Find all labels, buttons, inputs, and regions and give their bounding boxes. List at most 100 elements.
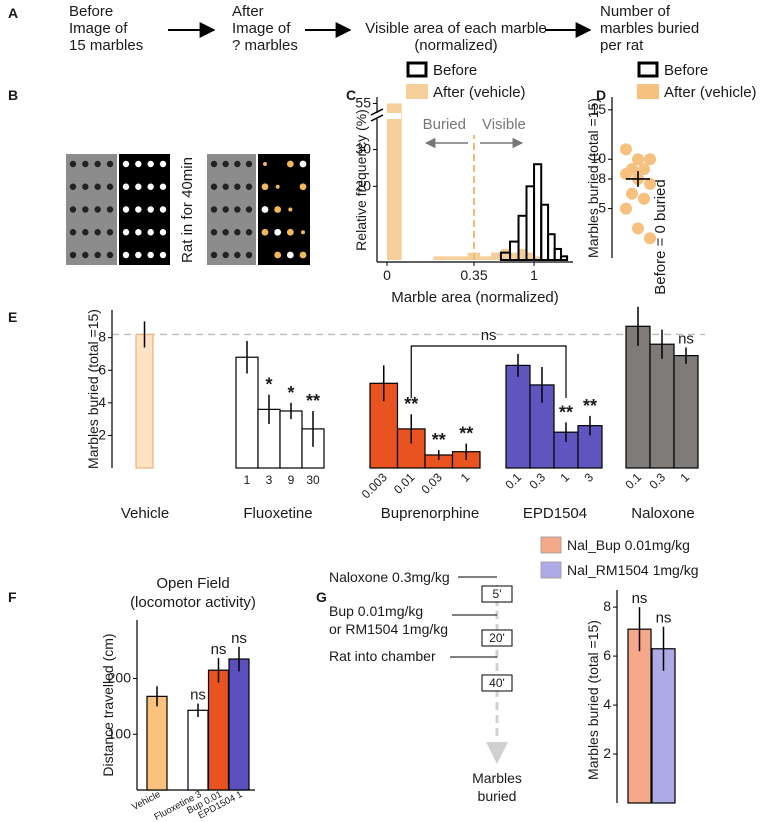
marble <box>69 251 77 259</box>
axis-title: Marbles buried (total =15) <box>85 309 101 469</box>
y-tick-label: 8 <box>98 329 106 345</box>
histogram-bar <box>518 248 527 260</box>
marble <box>69 206 77 213</box>
flow-step: After Image of? marbles <box>232 3 298 54</box>
flow-step: Visible area of each marble (normalized) <box>365 20 547 54</box>
panel-label: C <box>346 87 356 103</box>
y-tick-label: 55 <box>355 94 371 110</box>
significance: ** <box>583 396 597 416</box>
significance: ** <box>559 402 573 422</box>
annotation: Before = 0 buried <box>652 179 669 295</box>
bar <box>235 356 259 469</box>
data-point <box>638 192 650 205</box>
y-tick-label: 2 <box>603 745 611 761</box>
bar <box>649 343 675 469</box>
y-tick-label: 6 <box>98 361 106 377</box>
legend-swatch <box>540 536 562 554</box>
axis-break-gap <box>371 113 401 119</box>
x-tick-label: 0.03 <box>418 470 445 497</box>
histogram-bar <box>480 256 491 260</box>
data-point <box>620 143 632 156</box>
bar <box>187 709 209 791</box>
histogram-bar <box>433 256 453 260</box>
histogram-bar <box>387 103 402 260</box>
group-label: Vehicle <box>121 505 169 522</box>
bracket-label: ns <box>481 327 497 344</box>
marble <box>222 251 229 259</box>
marble <box>82 183 89 190</box>
marble <box>135 160 142 168</box>
axis-break <box>370 114 384 122</box>
histogram-bar <box>510 252 519 260</box>
marble <box>274 206 282 213</box>
legend-label: Before <box>664 62 708 79</box>
data-point <box>644 177 656 190</box>
marble <box>286 160 294 168</box>
bar <box>279 410 303 469</box>
panel-label: B <box>8 87 18 103</box>
marble <box>135 183 142 190</box>
marble <box>106 160 114 168</box>
significance: ** <box>432 430 446 450</box>
timeline-event: Naloxone 0.3mg/kg <box>329 569 450 585</box>
marble <box>94 183 101 190</box>
data-point <box>632 222 644 235</box>
data-point <box>638 163 650 176</box>
marble <box>299 160 307 168</box>
axis-break <box>370 108 384 116</box>
bar <box>625 325 651 469</box>
marble <box>299 251 307 259</box>
y-tick-label: 20 <box>355 177 371 193</box>
marble <box>69 229 77 236</box>
marble <box>245 160 253 168</box>
panel-label: F <box>8 589 17 605</box>
x-tick-label: 0.01 <box>391 470 418 497</box>
marble <box>106 206 114 213</box>
panel-label: D <box>596 87 606 103</box>
bracket <box>410 345 567 398</box>
x-tick-label: 1 <box>458 470 473 485</box>
y-tick-label: 30 <box>355 140 371 156</box>
data-point <box>632 153 644 166</box>
data-point <box>626 187 638 200</box>
axis-title: Distance travelled (cm) <box>100 633 116 776</box>
y-tick-label: 5 <box>598 200 606 216</box>
x-tick-label: 30 <box>306 473 320 487</box>
panel-label: E <box>8 309 17 325</box>
x-tick-label: Vehicle <box>130 789 162 813</box>
marble <box>222 183 229 190</box>
legend-label: Before <box>433 62 477 79</box>
x-tick-label: 1 <box>557 470 572 485</box>
marble <box>106 229 114 236</box>
y-tick-label: 8 <box>603 598 611 614</box>
chart-subtitle: (locomotor activity) <box>130 594 256 611</box>
x-tick-label: 0.3 <box>646 470 668 492</box>
marble <box>261 228 269 236</box>
marble <box>122 183 130 190</box>
x-tick-label: 0.003 <box>359 470 390 501</box>
group-label: Naloxone <box>631 505 694 522</box>
histogram-bar <box>553 247 562 262</box>
time-box <box>481 629 513 647</box>
marble <box>159 251 167 259</box>
data-point <box>620 202 632 215</box>
marble <box>135 251 142 259</box>
marble <box>210 160 218 168</box>
legend-swatch <box>540 561 562 579</box>
histogram-bar <box>534 256 542 260</box>
marble <box>135 229 142 236</box>
x-tick-label: 0.1 <box>502 470 524 492</box>
x-axis-title: Marble area (normalized) <box>391 289 559 306</box>
x-tick-label: 3 <box>581 470 596 485</box>
marble <box>159 206 167 213</box>
panel-label: G <box>316 589 327 605</box>
axis-title: Relative frequency (%) <box>353 109 369 251</box>
y-tick-label: 4 <box>98 394 106 410</box>
data-point <box>644 232 656 245</box>
marble <box>274 228 282 236</box>
x-tick-label: 9 <box>288 473 295 487</box>
marble <box>147 183 154 190</box>
marble <box>261 251 269 259</box>
legend-swatch <box>406 61 428 78</box>
